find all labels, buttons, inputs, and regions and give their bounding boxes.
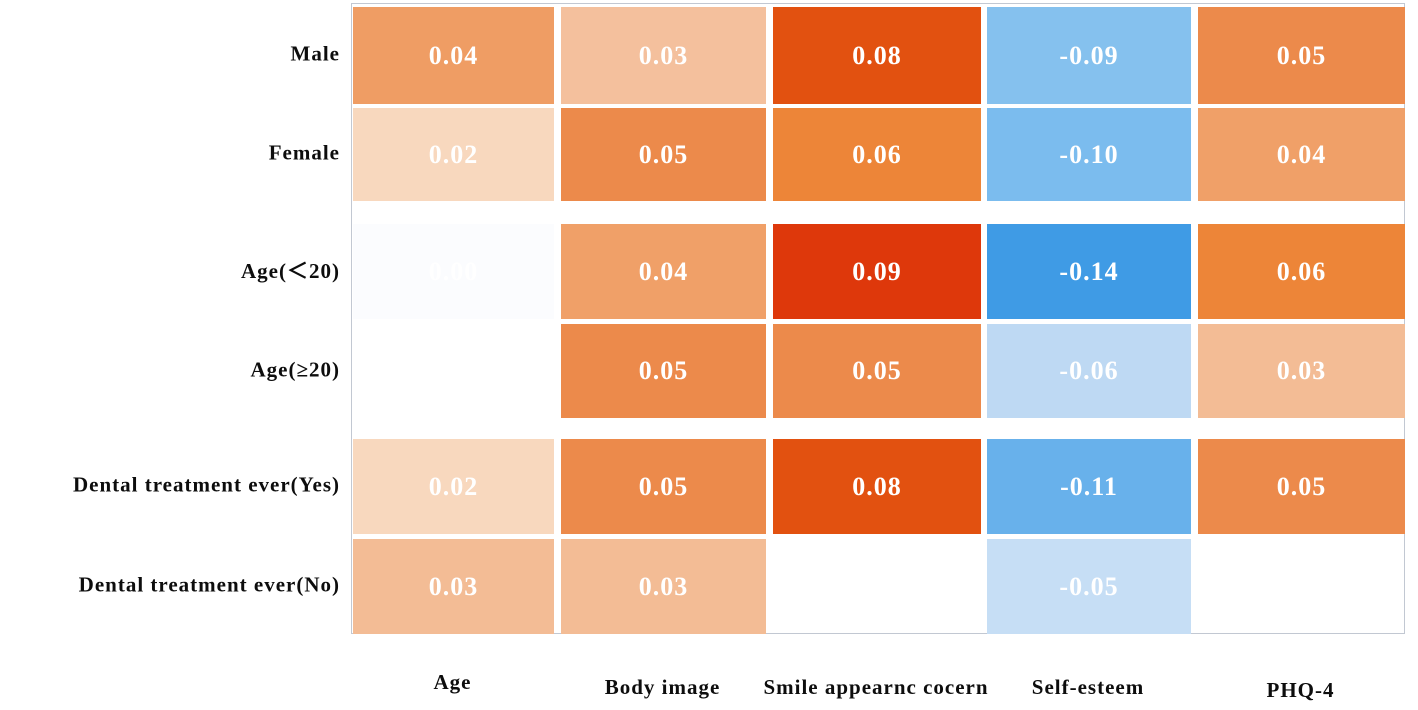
heatmap-cell: -0.05 bbox=[987, 539, 1191, 634]
heatmap-cell: 0.08 bbox=[773, 7, 981, 104]
row-label: Dental treatment ever(Yes) bbox=[72, 472, 340, 497]
row-label: Female bbox=[268, 140, 340, 165]
heatmap-cell: -0.10 bbox=[987, 108, 1191, 201]
heatmap-cell: 0.05 bbox=[773, 324, 981, 418]
heatmap-cell: 0.03 bbox=[1198, 324, 1405, 418]
heatmap-cell: 0.05 bbox=[1198, 7, 1405, 104]
heatmap-cell: 0.05 bbox=[561, 324, 766, 418]
heatmap-cell: 0.02 bbox=[353, 108, 554, 201]
column-label: Self-esteem bbox=[1031, 675, 1145, 699]
heatmap-cell: 0.00 bbox=[353, 224, 554, 319]
column-label: Body image bbox=[604, 675, 721, 699]
heatmap-cell: 0.03 bbox=[353, 539, 554, 634]
heatmap-cell: 0.05 bbox=[561, 108, 766, 201]
row-label: Dental treatment ever(No) bbox=[78, 572, 340, 597]
column-label: PHQ-4 bbox=[1266, 678, 1335, 702]
row-label: Age(＜20) bbox=[241, 259, 340, 283]
heatmap-cell: 0.08 bbox=[773, 439, 981, 534]
row-label: Age(≥20) bbox=[250, 357, 340, 382]
column-label: Age bbox=[433, 670, 472, 694]
heatmap-cell: -0.06 bbox=[987, 324, 1191, 418]
heatmap-cell: -0.14 bbox=[987, 224, 1191, 319]
heatmap-cell: 0.03 bbox=[561, 7, 766, 104]
column-label: Smile appearnc cocern bbox=[763, 675, 989, 699]
heatmap-cell: 0.06 bbox=[1198, 224, 1405, 319]
heatmap-cell: 0.05 bbox=[561, 439, 766, 534]
heatmap-plot-area: 0.04 0.03 0.08 -0.09 0.05 0.02 0.05 0.06 -0.10 0.… bbox=[351, 3, 1405, 634]
heatmap-cell: -0.11 bbox=[987, 439, 1191, 534]
heatmap-cell: 0.03 bbox=[561, 539, 766, 634]
heatmap-cell: 0.06 bbox=[773, 108, 981, 201]
heatmap-cell: 0.05 bbox=[1198, 439, 1405, 534]
heatmap-cell: 0.04 bbox=[561, 224, 766, 319]
heatmap-cell: 0.09 bbox=[773, 224, 981, 319]
heatmap-cell: -0.09 bbox=[987, 7, 1191, 104]
heatmap-cell: 0.02 bbox=[353, 439, 554, 534]
heatmap-cell: 0.04 bbox=[353, 7, 554, 104]
row-label: Male bbox=[290, 41, 340, 66]
heatmap-cell: 0.04 bbox=[1198, 108, 1405, 201]
